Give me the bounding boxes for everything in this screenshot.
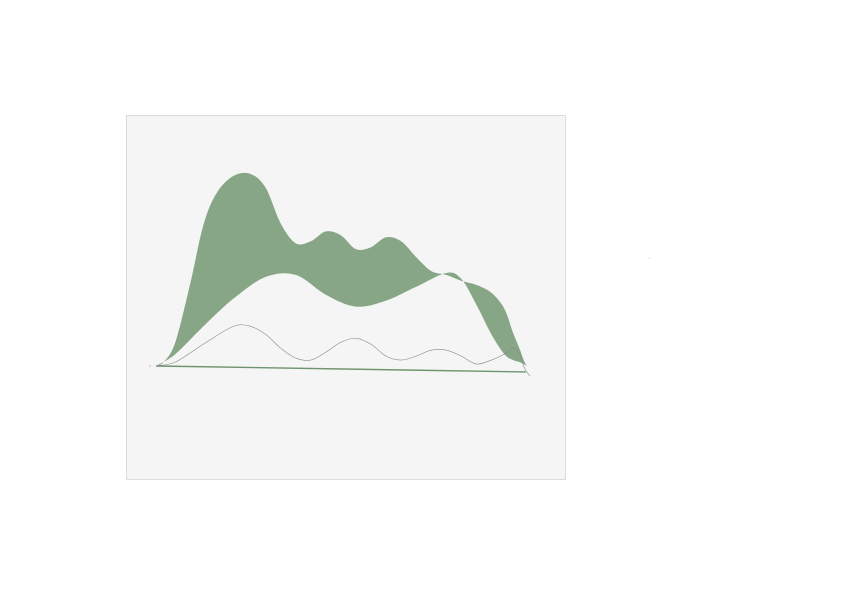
origin-dot	[149, 365, 151, 367]
stray-dot	[649, 258, 650, 259]
ridge-chart	[127, 116, 565, 479]
chart-marks	[149, 172, 531, 377]
area-band	[156, 172, 527, 366]
inner-line	[155, 324, 531, 377]
chart-panel	[126, 115, 566, 480]
baseline-line	[155, 365, 526, 373]
